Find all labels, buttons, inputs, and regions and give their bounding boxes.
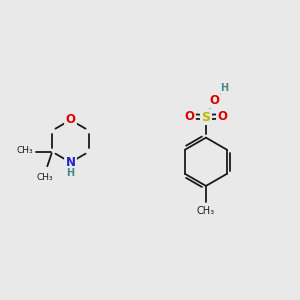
Text: CH₃: CH₃ [36,173,53,182]
Text: CH₃: CH₃ [197,206,215,216]
Text: N: N [65,156,76,169]
Text: O: O [218,110,227,123]
Text: H: H [66,168,75,178]
Text: S: S [201,110,210,124]
Text: CH₃: CH₃ [16,146,33,155]
Text: O: O [184,110,194,123]
Text: O: O [209,94,219,107]
Text: H: H [220,83,228,93]
Text: O: O [65,113,76,127]
